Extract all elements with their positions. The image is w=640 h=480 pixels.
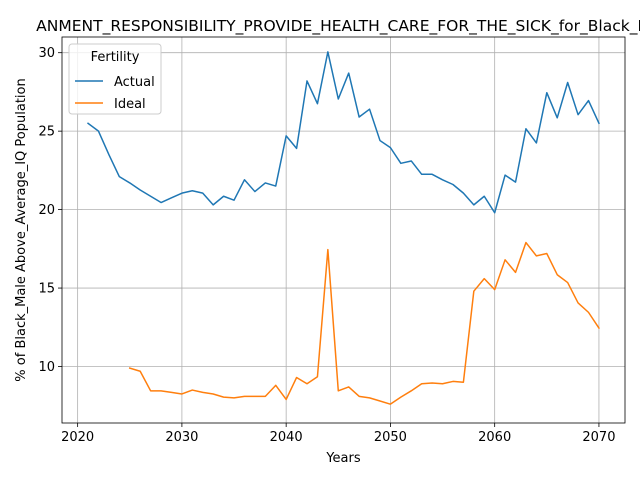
axis-ticks: 2020 2030 2040 2050 2060 2070 10 15 20 25 30 [38, 46, 615, 445]
x-tick-label: 2040 [270, 430, 303, 445]
y-tick-label: 25 [38, 125, 55, 140]
series-line-actual [87, 51, 600, 214]
chart-title: ANMENT_RESPONSIBILITY_PROVIDE_HEALTH_CAR… [36, 17, 640, 36]
y-axis-label: % of Black_Male Above_Average_IQ Populat… [14, 78, 29, 381]
x-tick-label: 2070 [582, 430, 615, 445]
legend-label-ideal: Ideal [114, 97, 146, 112]
plot-area-frame [61, 36, 626, 424]
x-tick-label: 2030 [165, 430, 198, 445]
y-tick-label: 15 [38, 282, 55, 297]
series-lines [87, 51, 600, 405]
legend-box [68, 43, 162, 115]
legend-label-actual: Actual [114, 75, 155, 90]
y-tick-label: 20 [38, 203, 55, 218]
gridlines [62, 37, 625, 423]
x-axis-label: Years [325, 451, 361, 466]
legend-title: Fertility [91, 50, 140, 65]
series-line-ideal [128, 241, 600, 405]
y-tick-label: 10 [38, 360, 55, 375]
legend: Fertility Actual Ideal [68, 43, 162, 115]
y-tick-label: 30 [38, 46, 55, 61]
x-tick-label: 2050 [374, 430, 407, 445]
x-tick-label: 2020 [61, 430, 94, 445]
x-tick-label: 2060 [478, 430, 511, 445]
